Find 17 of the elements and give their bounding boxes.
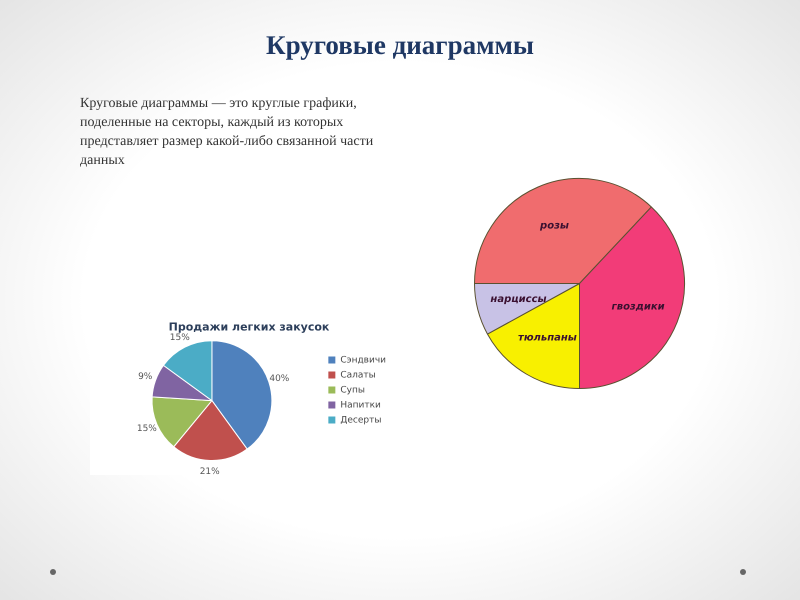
data-label: 21% [200,466,220,477]
text: Круговые диаграммы [265,30,535,61]
slice-label: гвоздики [612,301,665,312]
legend-label: Супы [340,385,365,396]
text: Круговые диаграммы — это круглые графики, поделенные на секторы, каждый из которых представляет размер какой-либо связанной части данных [80,95,374,170]
chart-title: Продажи легких закусок [168,320,330,334]
slice-label: нарциссы [490,294,547,305]
legend-label: Салаты [340,370,376,380]
legend-label: Напитки [340,400,382,410]
data-label: 15% [170,332,190,343]
slice-label: розы [539,220,569,232]
legend-label: Сэндвичи [340,355,386,366]
data-label: 9% [138,372,153,382]
data-label: 15% [136,424,158,434]
data-label: 40% [269,374,290,384]
slice-label: тюльпаны [518,332,577,344]
legend-label: Десерты [340,415,382,426]
